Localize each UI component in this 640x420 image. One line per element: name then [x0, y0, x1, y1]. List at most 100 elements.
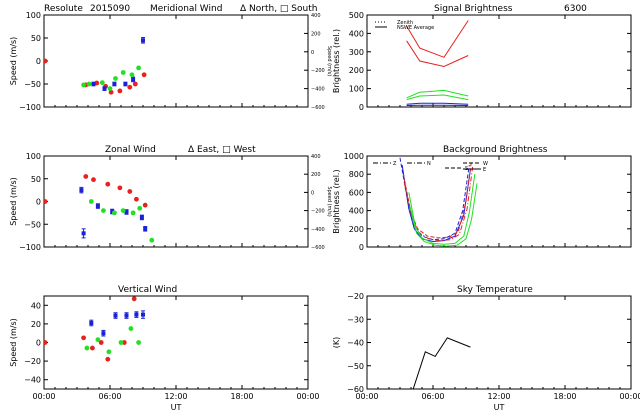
- data-point: [44, 58, 48, 64]
- x-tick-label: 00:00: [32, 392, 55, 401]
- data-point: [117, 185, 123, 191]
- data-point: [105, 356, 111, 362]
- legend-label: N: [427, 161, 431, 167]
- y-tick-label: −100: [19, 103, 41, 112]
- data-point-west: [113, 313, 118, 318]
- data-point: [91, 177, 96, 183]
- data-point-west: [141, 38, 145, 43]
- x-tick-label: 12:00: [487, 392, 510, 401]
- y-tick-label: 0: [36, 339, 41, 348]
- title-part: Δ East, □ West: [188, 145, 256, 155]
- y-tick-label: −50: [24, 80, 41, 89]
- y-tick-label: −50: [347, 362, 364, 371]
- y2-tick-label: −200: [311, 68, 325, 74]
- x-tick-label: 18:00: [553, 392, 576, 401]
- data-point: [136, 340, 142, 345]
- legend-label: W: [483, 161, 488, 167]
- y2-tick-label: 200: [311, 31, 321, 37]
- y2-axis-label: Speed (m/s): [326, 186, 332, 216]
- x-axis-label: UT: [171, 403, 182, 412]
- data-point: [142, 202, 148, 208]
- data-layer: [399, 157, 478, 247]
- data-point: [95, 337, 101, 343]
- title-part: Vertical Wind: [118, 285, 177, 295]
- chart-background: Background Brightness 0 200 400 600 800 1000Br…: [332, 145, 632, 252]
- data-layer: [44, 174, 155, 243]
- y2-axis-label: Speed (m/s): [326, 46, 332, 76]
- data-point: [117, 88, 123, 94]
- chart-vertical: Vertical Wind 00:00 06:00 12:00 18:00 00:00 −4…: [9, 285, 320, 412]
- data-point-west: [79, 188, 84, 193]
- y-tick-label: 600: [349, 188, 364, 197]
- series-line: [406, 94, 469, 101]
- data-point: [84, 345, 90, 351]
- y2-tick-label: 0: [311, 50, 314, 56]
- y-tick-label: 200: [349, 225, 364, 234]
- data-point: [141, 72, 147, 78]
- plot-frame: [366, 155, 632, 248]
- series-line: [409, 183, 478, 247]
- y-tick-label: −20: [347, 292, 364, 301]
- title-part: Δ North, □ South: [240, 4, 317, 14]
- data-point: [105, 181, 111, 187]
- chart-meridional: Resolute 2015090 Meridional Wind Δ North, □…: [9, 4, 332, 112]
- title-part: Signal Brightness: [434, 4, 513, 14]
- data-point: [98, 340, 104, 345]
- series-line: [408, 174, 476, 245]
- data-point-west: [81, 231, 86, 236]
- legend-label: NSWE Average: [397, 25, 434, 31]
- data-point-west: [141, 312, 145, 317]
- data-point: [131, 296, 137, 302]
- data-point: [107, 86, 113, 91]
- y-axis-label: Speed (m/s): [9, 177, 18, 226]
- y-tick-label: 0: [359, 103, 364, 112]
- y-tick-label: 50: [31, 34, 41, 43]
- y2-tick-label: −600: [311, 245, 325, 251]
- data-point: [44, 199, 48, 204]
- legend-label: E: [483, 167, 486, 173]
- y2-tick-label: 200: [311, 172, 321, 178]
- y-tick-label: 100: [26, 11, 41, 20]
- series-line: [406, 20, 469, 58]
- data-point: [94, 80, 100, 86]
- plot-frame: [366, 295, 632, 390]
- data-point-west: [143, 226, 148, 231]
- data-layer: [406, 20, 469, 106]
- y-tick-label: −50: [24, 220, 41, 229]
- title-part: 2015090: [90, 4, 130, 14]
- data-point-west: [139, 215, 144, 220]
- plot-frame: [43, 295, 309, 390]
- y-tick-label: 800: [349, 170, 364, 179]
- y-tick-label: 100: [349, 85, 364, 94]
- data-point: [132, 81, 138, 87]
- data-point-west: [101, 331, 106, 336]
- data-point: [137, 205, 143, 211]
- data-point: [127, 189, 133, 194]
- data-point-west: [134, 312, 139, 317]
- data-point: [113, 76, 118, 81]
- y-tick-label: −40: [347, 339, 364, 348]
- data-point: [90, 345, 95, 351]
- data-point: [106, 349, 112, 355]
- y-tick-label: 0: [359, 243, 364, 252]
- x-tick-label: 00:00: [296, 392, 319, 401]
- x-tick-label: 00:00: [619, 392, 640, 401]
- data-point-west: [95, 204, 100, 209]
- y2-tick-label: 400: [311, 154, 321, 160]
- data-point-west: [123, 82, 128, 86]
- y-tick-label: 200: [349, 66, 364, 75]
- y2-tick-label: 0: [311, 190, 314, 196]
- y-axis-label: Brightness (rel.): [332, 169, 341, 233]
- data-point-west: [131, 77, 136, 82]
- y-tick-label: 0: [36, 57, 41, 66]
- data-point: [101, 208, 106, 214]
- y-tick-label: 20: [31, 320, 41, 329]
- data-point: [118, 340, 124, 345]
- data-point: [112, 210, 117, 216]
- title-part: Sky Temperature: [457, 285, 533, 295]
- data-point: [129, 72, 135, 78]
- data-point-west: [89, 320, 94, 325]
- data-point: [121, 340, 127, 345]
- data-layer: [44, 296, 145, 362]
- y-tick-label: 500: [349, 11, 364, 20]
